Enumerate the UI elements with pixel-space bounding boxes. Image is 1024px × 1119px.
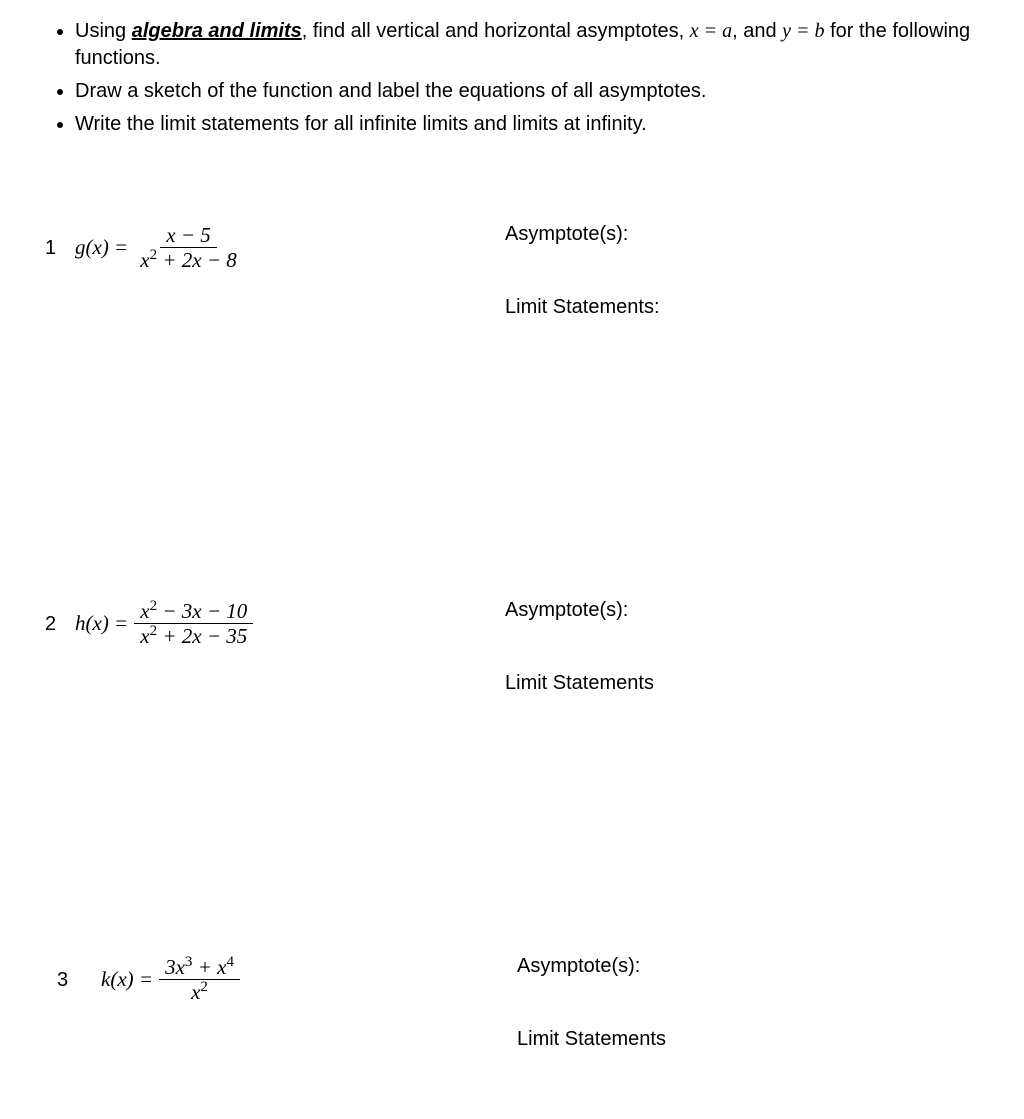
p3-asymptotes-label: Asymptote(s): <box>517 955 994 978</box>
p1-fraction: x − 5 x2 + 2x − 8 <box>134 223 243 272</box>
instruction-3: Write the limit statements for all infin… <box>75 111 994 138</box>
problem-3: 3 k(x) = 3x3 + x4 x2 Asymptote(s): Limit… <box>45 955 994 1101</box>
p1-denom-a: x <box>140 248 149 272</box>
instr1-pre: Using <box>75 20 132 42</box>
problem-1-equation: g(x) = x − 5 x2 + 2x − 8 <box>75 223 505 272</box>
problem-3-number: 3 <box>45 955 87 992</box>
p1-numer: x − 5 <box>166 223 211 247</box>
problem-1-right: Asymptote(s): Limit Statements: <box>505 223 994 369</box>
p2-fraction: x2 − 3x − 10 x2 + 2x − 35 <box>134 599 253 648</box>
problem-2-right: Asymptote(s): Limit Statements <box>505 599 994 745</box>
p1-fn: g(x) = <box>75 235 128 260</box>
p2-asymptotes-label: Asymptote(s): <box>505 599 994 622</box>
p1-asymptotes-label: Asymptote(s): <box>505 223 994 246</box>
instr1-yb: y = b <box>782 20 824 42</box>
problem-2: 2 h(x) = x2 − 3x − 10 x2 + 2x − 35 Asymp… <box>45 599 994 745</box>
p2-numer-b: − 3x − 10 <box>157 599 247 623</box>
p3-limits-label: Limit Statements <box>517 1028 994 1051</box>
instructions-list: Using algebra and limits, find all verti… <box>55 18 994 138</box>
p1-denom-b: + 2x − 8 <box>157 248 237 272</box>
p1-limits-label: Limit Statements: <box>505 296 994 319</box>
problems: 1 g(x) = x − 5 x2 + 2x − 8 Asymptote(s):… <box>45 223 994 1101</box>
instruction-1: Using algebra and limits, find all verti… <box>75 18 994 72</box>
problem-3-right: Asymptote(s): Limit Statements <box>517 955 994 1101</box>
problem-1: 1 g(x) = x − 5 x2 + 2x − 8 Asymptote(s):… <box>45 223 994 369</box>
p2-fn: h(x) = <box>75 611 128 636</box>
p3-fraction: 3x3 + x4 x2 <box>159 955 240 1004</box>
p2-numer-a: x <box>140 599 149 623</box>
p2-denom-a: x <box>140 624 149 648</box>
p3-numer-b: + x <box>192 955 226 979</box>
problem-2-number: 2 <box>45 599 75 636</box>
instr1-and: , and <box>732 20 782 42</box>
instruction-2: Draw a sketch of the function and label … <box>75 78 994 105</box>
instr1-emph: algebra and limits <box>132 20 302 42</box>
p2-limits-label: Limit Statements <box>505 672 994 695</box>
p3-fn: k(x) = <box>101 967 153 992</box>
p3-numer-a: 3x <box>165 955 185 979</box>
problem-1-number: 1 <box>45 223 75 260</box>
instr1-xa: x = a <box>690 20 732 42</box>
problem-3-equation: k(x) = 3x3 + x4 x2 <box>87 955 517 1004</box>
instr1-mid: , find all vertical and horizontal asymp… <box>302 20 690 42</box>
p2-denom-b: + 2x − 35 <box>157 624 247 648</box>
problem-2-equation: h(x) = x2 − 3x − 10 x2 + 2x − 35 <box>75 599 505 648</box>
